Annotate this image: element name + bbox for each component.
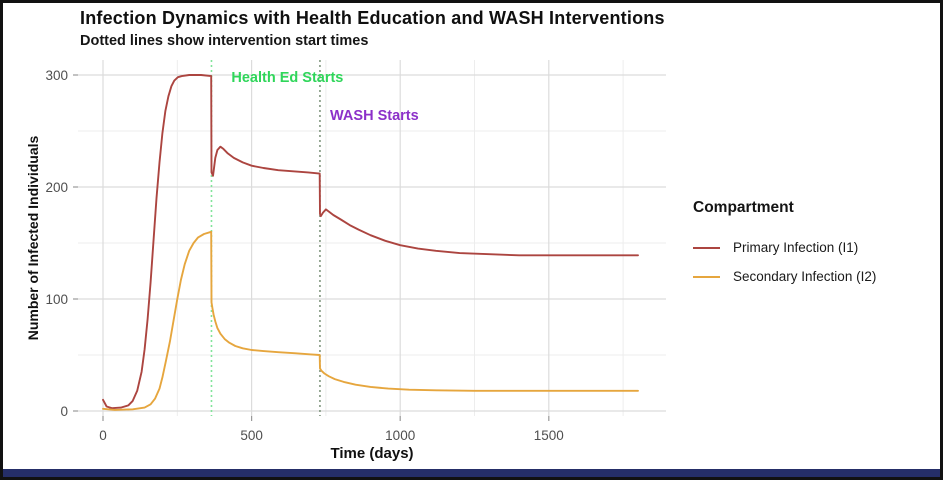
- legend: Compartment Primary Infection (I1) Second…: [693, 199, 876, 291]
- series-lines: [102, 74, 639, 411]
- legend-key-line: [693, 275, 720, 278]
- y-tick-label: 300: [45, 68, 68, 83]
- chart-subtitle: Dotted lines show intervention start tim…: [80, 33, 369, 49]
- legend-title: Compartment: [693, 199, 794, 216]
- axis-ticks: [73, 74, 550, 421]
- axis-tick-labels: 0 500 1000 1500 0 100 200 300: [45, 68, 563, 443]
- chart-title: Infection Dynamics with Health Education…: [80, 8, 665, 28]
- legend-entries: Primary Infection (I1) Secondary Infectio…: [693, 233, 876, 291]
- legend-label: Secondary Infection (I2): [733, 269, 877, 284]
- x-tick-label: 0: [99, 428, 107, 443]
- x-tick-label: 1500: [534, 428, 564, 443]
- x-axis-title: Time (days): [330, 445, 414, 462]
- x-tick-label: 500: [240, 428, 263, 443]
- legend-entry: Secondary Infection (I2): [693, 262, 876, 291]
- plot-area: 0 500 1000 1500 0 100 200 300: [45, 60, 666, 443]
- y-axis-title: Number of Infected Individuals: [25, 135, 41, 341]
- series-line: [102, 74, 639, 410]
- series-line: [102, 230, 639, 411]
- window-bottom-bar: [3, 469, 940, 477]
- gridlines-major: [78, 60, 666, 416]
- x-tick-label: 1000: [385, 428, 415, 443]
- annotation-health-ed-starts: Health Ed Starts: [231, 69, 344, 86]
- legend-entry: Primary Infection (I1): [693, 233, 876, 262]
- y-tick-label: 100: [45, 292, 68, 307]
- gridlines-minor: [78, 60, 666, 416]
- intervention-vlines: [210, 60, 321, 416]
- y-tick-label: 200: [45, 180, 68, 195]
- annotation-wash-starts: WASH Starts: [330, 107, 419, 124]
- y-tick-label: 0: [60, 404, 68, 419]
- legend-label: Primary Infection (I1): [733, 240, 859, 255]
- legend-key-line: [693, 246, 720, 249]
